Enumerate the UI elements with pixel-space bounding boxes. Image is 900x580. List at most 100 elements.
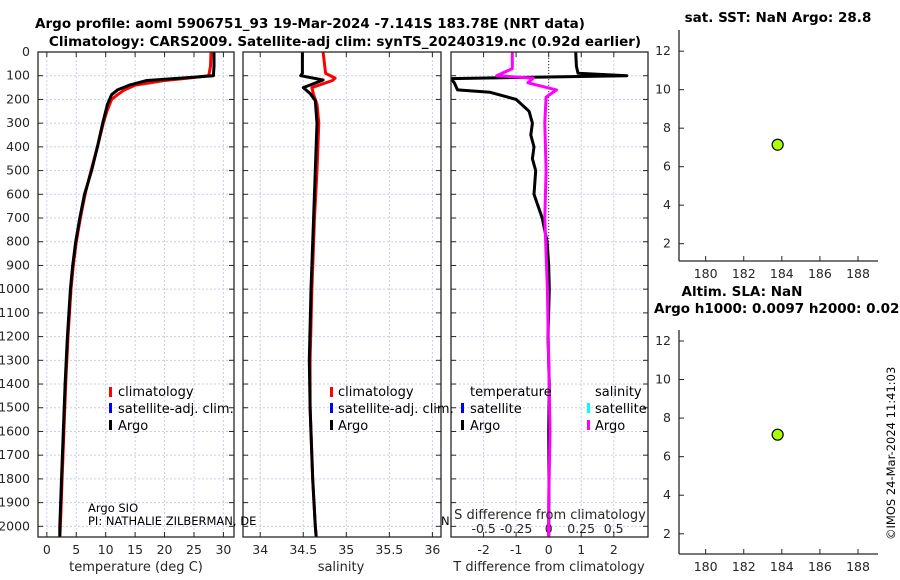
axes-frame [242, 51, 442, 538]
temperature-xlabel: temperature (deg C) [69, 560, 203, 575]
y-tick-label: 1800 [0, 471, 30, 486]
s-tick-label: 0.5 [604, 521, 624, 536]
figure-title-line1: Argo profile: aoml 5906751_93 19-Mar-202… [35, 16, 585, 32]
legend-argo-marker [330, 420, 333, 430]
copyright-stamp: ©IMOS 24-Mar-2024 11:41:03 [884, 367, 898, 540]
x-tick-label: 20 [157, 542, 173, 557]
legend-argo-label: Argo [118, 419, 148, 434]
legend-t-argo-label: Argo [470, 419, 500, 434]
x-tick-label: 35 [338, 542, 354, 557]
y-tick-label: 1700 [0, 447, 30, 462]
sla-map-panel: 180 182 184 186 188 2 4 6 8 10 12 [655, 330, 878, 574]
x-tick-label: 10 [98, 542, 114, 557]
x-tick-label: 15 [127, 542, 143, 557]
pi-note: PI: NATHALIE ZILBERMAN, DE [88, 514, 256, 528]
y-tick-label: 1500 [0, 400, 30, 415]
y-tick-label: 1100 [0, 305, 30, 320]
x-tick-label: 184 [770, 559, 794, 574]
temperature-legend: climatology satellite-adj. clim. Argo [109, 385, 234, 434]
x-tick-label: 25 [186, 542, 202, 557]
temperature-panel: 0 5 10 15 20 25 300100200300400500600700800900… [0, 44, 235, 557]
legend-satellite-marker [109, 403, 112, 413]
x-tick-label: 188 [846, 559, 870, 574]
x-tick-label: 182 [732, 266, 756, 281]
y-tick-label: 2 [663, 236, 671, 251]
s-tick-label: 0.25 [567, 521, 595, 536]
x-tick-label: 188 [846, 266, 870, 281]
y-tick-label: 800 [6, 234, 30, 249]
legend-satellite-label: satellite-adj. clim. [118, 402, 234, 417]
legend-satellite-marker [330, 403, 333, 413]
x-tick-label: 1 [577, 542, 585, 557]
y-tick-label: 500 [6, 163, 30, 178]
x-tick-label: 2 [610, 542, 618, 557]
salinity-legend: climatology satellite-adj. clim. Argo [330, 385, 454, 434]
tdiff-xlabel: T difference from climatology [452, 560, 645, 575]
sdiff-xlabel: S difference from climatology [454, 508, 646, 523]
legend-t-satellite-label: satellite [470, 402, 522, 417]
s-tick-label: -0.25 [500, 521, 532, 536]
x-tick-label: 34.5 [289, 542, 317, 557]
legend-s-satellite-marker [587, 403, 590, 413]
x-tick-label: 5 [72, 542, 80, 557]
y-tick-label: 8 [663, 120, 671, 135]
y-tick-label: 4 [663, 487, 671, 502]
figure-title-line2: Climatology: CARS2009. Satellite-adj cli… [49, 34, 641, 50]
y-tick-label: 1900 [0, 495, 30, 510]
y-tick-label: 2000 [0, 518, 30, 533]
series-line-t-argo [451, 52, 629, 537]
series-line-argo [299, 52, 325, 537]
y-tick-label: 200 [6, 91, 30, 106]
y-tick-label: 12 [655, 333, 671, 348]
legend-climatology-marker [330, 387, 333, 397]
y-tick-label: 10 [655, 372, 671, 387]
y-tick-label: 2 [663, 526, 671, 541]
axes-frame [450, 51, 649, 538]
legend-climatology-label: climatology [118, 385, 194, 400]
x-tick-label: 180 [694, 266, 718, 281]
y-tick-label: 300 [6, 115, 30, 130]
series-line-climatology [308, 52, 337, 537]
x-tick-label: -1 [510, 542, 522, 557]
x-tick-label: 180 [694, 559, 718, 574]
legend-temperature-title: temperature [470, 385, 552, 400]
series-line-argo [58, 52, 216, 537]
x-tick-label: 34 [252, 542, 268, 557]
x-tick-label: -2 [477, 542, 489, 557]
y-tick-label: 1600 [0, 423, 30, 438]
x-tick-label: 186 [808, 559, 832, 574]
y-tick-label: 8 [663, 410, 671, 425]
y-tick-label: 10 [655, 82, 671, 97]
x-tick-label: 0 [43, 542, 51, 557]
argo-location-point [771, 138, 784, 151]
axes-frame [37, 51, 235, 538]
y-tick-label: 6 [663, 159, 671, 174]
y-tick-label: 900 [6, 257, 30, 272]
legend-satellite-label: satellite-adj. clim. [338, 402, 454, 417]
salinity-panel: 34 34.5 35 35.5 36 [242, 51, 442, 557]
salinity-xlabel: salinity [318, 560, 365, 575]
y-tick-label: 12 [655, 43, 671, 58]
y-tick-label: 4 [663, 197, 671, 212]
sla-map-title: Altim. SLA: NaN [682, 284, 803, 300]
x-tick-label: 0 [545, 542, 553, 557]
legend-t-satellite-marker [461, 403, 464, 413]
series-line-s-argo [495, 52, 558, 537]
y-tick-label: 600 [6, 186, 30, 201]
x-tick-label: 30 [215, 542, 231, 557]
sst-map-panel: 180 182 184 186 188 2 4 6 8 10 12 [655, 30, 878, 281]
sst-map-title: sat. SST: NaN Argo: 28.8 [685, 10, 872, 26]
legend-t-argo-marker [461, 420, 464, 430]
legend-s-argo-marker [587, 420, 590, 430]
y-tick-label: 0 [22, 44, 30, 59]
legend-argo-marker [109, 420, 112, 430]
legend-climatology-label: climatology [338, 385, 414, 400]
argo-location-point [771, 428, 784, 441]
operator-note: Argo SIO [88, 501, 138, 515]
s-tick-label: -0.5 [471, 521, 495, 536]
legend-climatology-marker [109, 387, 112, 397]
difference-panel: -2 -1 0 1 2-0.5 -0.25 0 0.25 0.5 [450, 51, 649, 557]
legend-argo-label: Argo [338, 419, 368, 434]
x-tick-label: 36 [424, 542, 440, 557]
